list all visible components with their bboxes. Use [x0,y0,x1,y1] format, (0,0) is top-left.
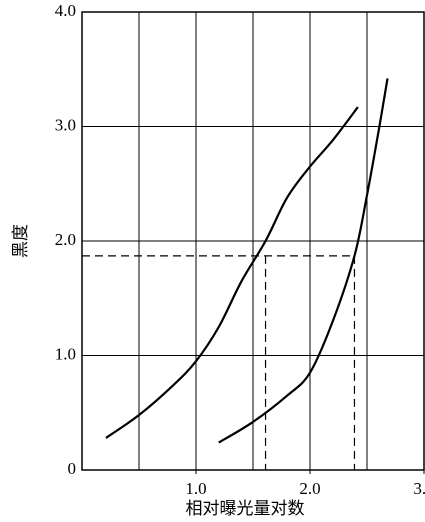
y-tick-label: 0 [68,459,77,478]
y-axis-title: 黑度 [11,224,30,258]
curve [105,106,359,439]
y-tick-label: 1.0 [55,344,76,363]
x-tick-label: 2.0 [299,479,320,498]
curve [218,78,389,444]
y-tick-label: 4.0 [55,1,76,20]
x-tick-label: 1.0 [185,479,206,498]
y-tick-label: 3.0 [55,115,76,134]
x-tick-label: 3.0 [413,479,425,498]
y-tick-label: 2.0 [55,230,76,249]
x-axis-title: 相对曝光量对数 [186,499,305,518]
